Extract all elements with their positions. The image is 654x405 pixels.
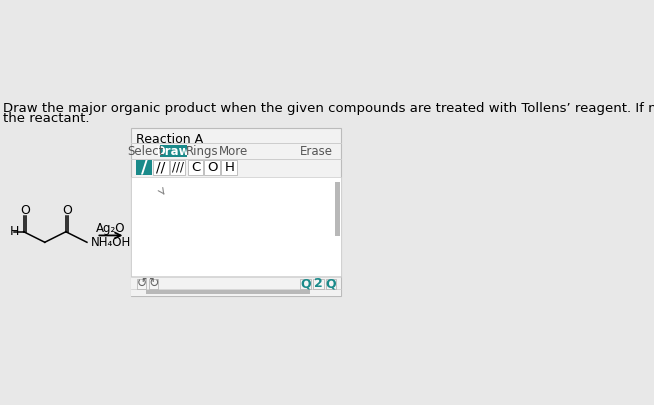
Bar [131,177,341,276]
Bar [131,277,341,296]
Bar [153,160,169,175]
Text: //: // [156,160,165,175]
Text: ///: /// [171,161,184,174]
Bar [169,160,186,175]
Text: O: O [62,204,72,217]
Bar [205,160,220,175]
Bar [188,160,203,175]
Text: O: O [207,161,218,174]
Bar [300,279,311,289]
Text: 2: 2 [314,277,322,290]
Text: Ag₂O: Ag₂O [96,222,126,234]
Text: Erase: Erase [300,145,333,158]
Bar [146,290,310,294]
Bar [313,279,324,289]
Text: Draw the major organic product when the given compounds are treated with Tollens: Draw the major organic product when the … [3,102,654,115]
Text: H: H [224,161,234,174]
Bar [131,128,341,296]
Text: Draw: Draw [156,145,190,158]
Text: ↺: ↺ [137,277,147,290]
Bar [160,145,187,157]
Text: NH₄OH: NH₄OH [91,236,131,249]
Bar [136,160,152,175]
Bar [221,160,237,175]
Text: O: O [20,204,29,217]
Text: Rings: Rings [186,145,218,158]
Text: Select: Select [128,145,164,158]
Bar [137,279,146,289]
Text: H: H [10,225,19,238]
Text: /: / [141,158,147,177]
Bar [326,279,336,289]
Text: More: More [219,145,248,158]
Text: ↻: ↻ [148,277,158,290]
Text: Q: Q [300,277,311,290]
Text: Reaction A: Reaction A [136,133,203,146]
Text: C: C [191,161,200,174]
Text: the reactant.: the reactant. [3,112,90,125]
Text: Q: Q [326,277,336,290]
Bar [148,279,158,289]
Bar [335,182,340,237]
